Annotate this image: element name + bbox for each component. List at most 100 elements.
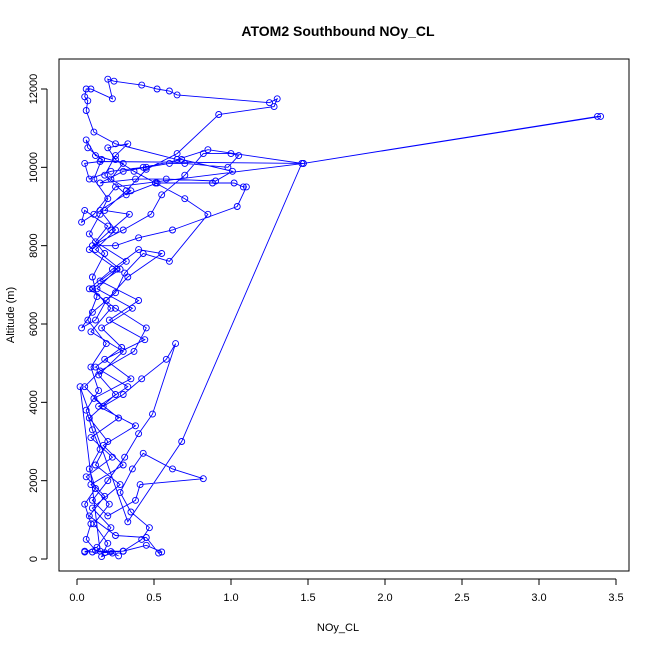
data-point: [96, 367, 104, 375]
data-point: [242, 183, 250, 191]
data-point: [229, 167, 236, 175]
y-tick-label: 0: [28, 556, 40, 562]
data-point: [92, 363, 99, 371]
data-point: [88, 285, 96, 293]
data-point: [104, 438, 112, 445]
data-point: [95, 371, 103, 379]
data-point: [128, 304, 136, 312]
data-point: [112, 156, 119, 163]
data-point: [215, 111, 223, 118]
y-tick-label: 2000: [28, 468, 40, 492]
data-point: [239, 183, 247, 191]
data-point: [78, 324, 86, 332]
data-point: [136, 481, 144, 489]
data-point: [104, 144, 112, 152]
data-point: [107, 226, 115, 234]
data-point: [92, 152, 99, 160]
data-point: [142, 165, 150, 173]
data-point: [85, 246, 93, 254]
data-point: [165, 257, 173, 265]
data-point: [119, 167, 127, 175]
data-point: [85, 285, 93, 293]
data-point: [101, 492, 109, 500]
data-point: [138, 375, 146, 383]
data-point: [112, 289, 119, 297]
data-point: [298, 159, 306, 167]
data-point: [92, 485, 99, 492]
data-point: [270, 103, 278, 111]
data-point: [90, 175, 98, 183]
data-point: [102, 297, 110, 304]
y-tick-label: 4000: [28, 390, 40, 414]
data-point: [155, 549, 163, 557]
data-point: [98, 553, 106, 561]
x-tick-label: 3.5: [608, 592, 623, 604]
y-tick-label: 6000: [28, 312, 40, 336]
data-point: [92, 461, 99, 469]
data-point: [88, 308, 96, 316]
data-point: [84, 144, 92, 152]
data-point: [158, 191, 166, 199]
data-point: [115, 414, 123, 422]
data-point: [112, 140, 119, 148]
data-point: [138, 81, 146, 89]
data-point: [116, 488, 124, 496]
data-point: [113, 265, 121, 273]
data-point: [204, 146, 212, 154]
data-point: [92, 238, 99, 246]
data-point: [112, 304, 119, 312]
data-point: [82, 473, 90, 481]
data-point: [119, 347, 127, 355]
data-point: [102, 340, 110, 348]
data-point: [173, 150, 181, 158]
x-tick-label: 0.5: [146, 592, 161, 604]
data-point: [101, 355, 109, 363]
data-point: [119, 226, 127, 234]
data-point: [142, 324, 150, 332]
data-point: [112, 183, 119, 191]
data-point: [108, 265, 116, 273]
data-point: [138, 535, 146, 543]
data-point: [115, 552, 123, 560]
data-point: [135, 297, 143, 304]
data-point: [96, 179, 104, 187]
data-point: [127, 508, 135, 516]
data-point: [112, 391, 119, 398]
data-point: [96, 158, 104, 165]
data-point: [112, 152, 119, 160]
data-point: [81, 383, 89, 391]
x-tick-label: 1.5: [300, 592, 315, 604]
data-point: [104, 195, 112, 203]
data-point: [87, 328, 95, 336]
x-tick-label: 0.0: [69, 592, 84, 604]
data-point: [142, 163, 150, 171]
data-point: [82, 406, 90, 414]
data-point: [95, 387, 103, 395]
data-point: [87, 520, 95, 528]
data-point: [266, 99, 273, 107]
data-point: [81, 159, 89, 167]
data-point: [112, 532, 119, 539]
data-point: [158, 548, 166, 556]
data-point: [92, 316, 99, 324]
data-point: [90, 394, 98, 402]
data-point: [142, 534, 150, 541]
data-point: [90, 210, 98, 218]
data-point: [142, 541, 150, 549]
data-point: [98, 156, 106, 163]
data-point: [119, 391, 127, 398]
data-point: [141, 336, 149, 344]
data-point: [169, 465, 176, 473]
data-point: [107, 524, 115, 532]
data-point: [135, 430, 143, 438]
data-point: [199, 475, 207, 483]
data-point: [119, 461, 127, 469]
data-point: [93, 293, 101, 301]
data-point: [122, 257, 130, 265]
data-point: [88, 496, 96, 504]
data-point: [181, 171, 189, 179]
data-point: [101, 171, 109, 179]
data-point: [88, 273, 96, 281]
data-point: [173, 91, 181, 99]
y-axis: 0 2000 4000 6000 8000 10000 12000: [28, 74, 48, 562]
